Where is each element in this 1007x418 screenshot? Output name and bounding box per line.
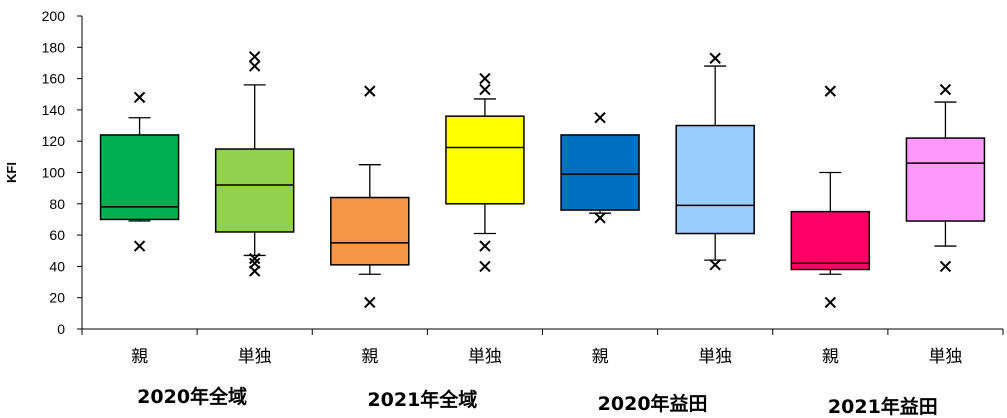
group-label: 2020年全域 (137, 385, 247, 408)
outlier-marker (480, 85, 490, 95)
outlier-marker (250, 266, 260, 276)
box-iqr (216, 149, 294, 232)
y-tick-label: 0 (57, 321, 65, 337)
category-labels: 親 単独 親 単独 親 単独 親 単独 2020年全域 2021年全域 2020年益田 2021年益田 (131, 347, 962, 418)
y-ticks: 0 20 40 60 80 100 120 140 160 180 200 (42, 8, 82, 337)
outlier-marker (250, 61, 260, 71)
outlier-marker (365, 297, 375, 307)
outlier-marker (365, 86, 375, 96)
box-1 (101, 92, 179, 251)
box-6 (676, 53, 754, 270)
y-tick-label: 80 (49, 196, 65, 212)
y-tick-label: 100 (42, 165, 66, 181)
box-iqr (331, 198, 409, 265)
outlier-marker (825, 297, 835, 307)
y-axis-label: KFI (4, 162, 19, 183)
outlier-marker (595, 113, 605, 123)
box-8 (906, 85, 984, 272)
outlier-marker (135, 92, 145, 102)
outlier-marker (480, 261, 490, 271)
box-iqr (446, 116, 524, 204)
boxes (101, 52, 985, 308)
box-iqr (906, 138, 984, 221)
y-tick-label: 120 (42, 133, 66, 149)
group-label: 2020年益田 (598, 392, 708, 415)
category-label: 単独 (468, 347, 502, 367)
box-3 (331, 86, 409, 307)
box-4 (446, 74, 524, 272)
y-tick-label: 60 (49, 227, 65, 243)
y-tick-label: 180 (42, 39, 66, 55)
category-label: 単独 (928, 347, 962, 367)
box-5 (561, 113, 639, 223)
category-label: 親 (131, 347, 148, 367)
box-iqr (791, 212, 869, 270)
outlier-marker (480, 74, 490, 84)
category-label: 親 (361, 347, 378, 367)
outlier-marker (825, 86, 835, 96)
outlier-marker (940, 85, 950, 95)
category-label: 親 (822, 347, 839, 367)
box-7 (791, 86, 869, 307)
outlier-marker (135, 241, 145, 251)
outlier-marker (710, 260, 720, 270)
y-tick-label: 160 (42, 71, 66, 87)
y-tick-label: 20 (49, 290, 65, 306)
outlier-marker (940, 261, 950, 271)
y-tick-label: 200 (42, 8, 66, 24)
box-iqr (676, 126, 754, 234)
outlier-marker (250, 52, 260, 62)
category-label: 単独 (698, 347, 732, 367)
box-iqr (561, 135, 639, 210)
category-label: 単独 (238, 347, 272, 367)
outlier-marker (710, 53, 720, 63)
outlier-marker (595, 213, 605, 223)
y-tick-label: 140 (42, 102, 66, 118)
group-label: 2021年全域 (367, 388, 477, 411)
outlier-marker (480, 241, 490, 251)
category-label: 親 (592, 347, 609, 367)
box-2 (216, 52, 294, 276)
group-label: 2021年益田 (828, 395, 938, 418)
y-tick-label: 40 (49, 258, 65, 274)
